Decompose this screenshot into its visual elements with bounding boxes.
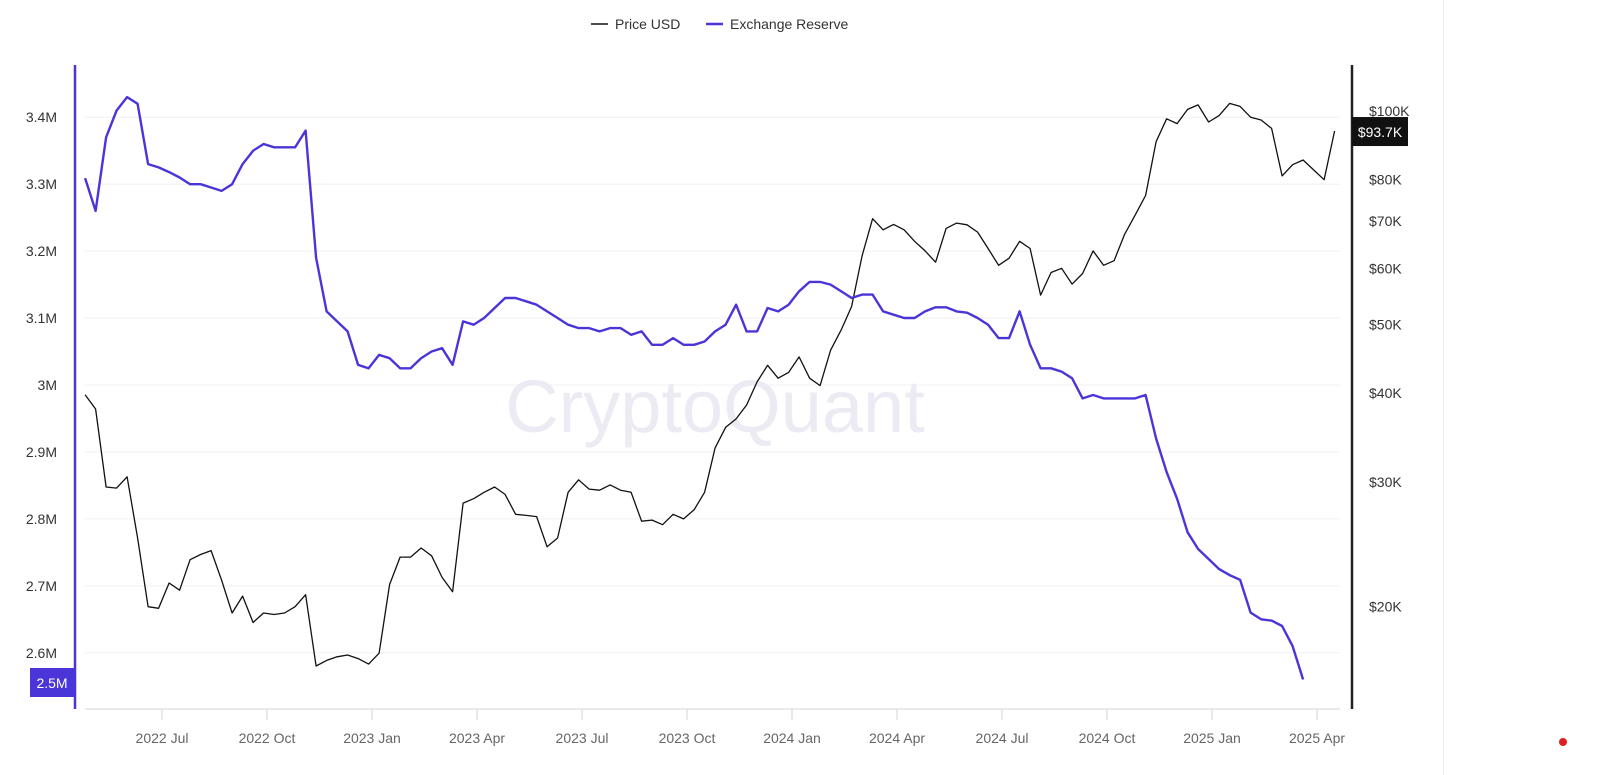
price-usd-line [84, 102, 1336, 667]
left-axis-ticks: 3.4M 3.3M 3.2M 3.1M 3M 2.9M 2.8M 2.7M 2.6M [26, 109, 57, 661]
legend-item-exchange-reserve[interactable]: Exchange Reserve [706, 16, 849, 32]
x-tick-label: 2023 Oct [659, 730, 716, 746]
reserve-current-value: 2.5M [36, 675, 67, 691]
x-tick-label: 2024 Apr [869, 730, 925, 746]
exchange-reserve-line [83, 95, 1305, 680]
x-tick-label: 2023 Jan [343, 730, 401, 746]
left-tick-label: 2.9M [26, 444, 57, 460]
panel-divider [1443, 0, 1444, 775]
right-tick-label: $50K [1369, 316, 1402, 332]
legend-item-price[interactable]: Price USD [591, 16, 680, 32]
x-tick-label: 2025 Apr [1289, 730, 1345, 746]
right-tick-label: $20K [1369, 599, 1402, 615]
right-tick-label: $100K [1369, 103, 1410, 119]
gridlines [85, 116, 1340, 654]
left-tick-label: 3.3M [26, 176, 57, 192]
left-tick-label: 2.6M [26, 645, 57, 661]
left-tick-label: 3.4M [26, 109, 57, 125]
left-tick-label: 3.2M [26, 243, 57, 259]
x-tick-label: 2023 Apr [449, 730, 505, 746]
price-current-value: $93.7K [1358, 124, 1403, 140]
x-tick-label: 2023 Jul [556, 730, 609, 746]
legend-label-price: Price USD [615, 16, 680, 32]
price-current-value-flag: $93.7K [1352, 117, 1408, 147]
legend-label-exchange-reserve: Exchange Reserve [730, 16, 849, 32]
x-tick-label: 2024 Oct [1079, 730, 1136, 746]
right-tick-label: $40K [1369, 385, 1402, 401]
legend: Price USD Exchange Reserve [591, 16, 849, 32]
x-axis-ticks: 2022 Jul 2022 Oct 2023 Jan 2023 Apr 2023 Jul… [136, 709, 1345, 746]
x-tick-label: 2024 Jul [976, 730, 1029, 746]
watermark: CryptoQuant [505, 365, 925, 448]
x-tick-label: 2025 Jan [1183, 730, 1241, 746]
x-tick-label: 2024 Jan [763, 730, 821, 746]
left-tick-label: 3.1M [26, 310, 57, 326]
x-tick-label: 2022 Jul [136, 730, 189, 746]
right-tick-label: $30K [1369, 474, 1402, 490]
right-tick-label: $70K [1369, 213, 1402, 229]
series-lines [83, 95, 1336, 680]
left-tick-label: 3M [38, 377, 57, 393]
reserve-current-value-flag: 2.5M [30, 668, 75, 697]
left-tick-label: 2.7M [26, 578, 57, 594]
right-axis-ticks: $100K $80K $70K $60K $50K $40K $30K $20K [1369, 103, 1410, 615]
notification-dot [1559, 738, 1567, 746]
left-tick-label: 2.8M [26, 511, 57, 527]
right-tick-label: $80K [1369, 172, 1402, 188]
right-tick-label: $60K [1369, 260, 1402, 276]
x-tick-label: 2022 Oct [239, 730, 296, 746]
